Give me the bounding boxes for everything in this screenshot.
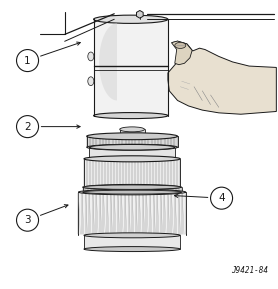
Ellipse shape [87, 133, 178, 140]
Bar [83, 187, 182, 192]
Ellipse shape [84, 247, 180, 251]
Ellipse shape [84, 233, 180, 238]
Ellipse shape [84, 156, 180, 162]
Ellipse shape [94, 15, 168, 23]
Ellipse shape [90, 144, 175, 150]
Text: 1: 1 [24, 55, 31, 66]
Ellipse shape [94, 113, 168, 118]
Polygon shape [99, 23, 117, 101]
Text: J9421-84: J9421-84 [231, 266, 268, 275]
Bar [84, 159, 180, 187]
Polygon shape [136, 10, 143, 18]
Polygon shape [172, 41, 192, 65]
Ellipse shape [120, 127, 145, 132]
Bar [90, 147, 175, 158]
Circle shape [16, 209, 39, 231]
Text: 3: 3 [24, 215, 31, 225]
Text: 4: 4 [218, 193, 225, 203]
Bar [94, 19, 168, 116]
Ellipse shape [175, 42, 186, 49]
Ellipse shape [88, 77, 94, 86]
Circle shape [16, 49, 39, 72]
Bar [78, 192, 186, 235]
Bar [120, 129, 145, 136]
Ellipse shape [83, 190, 182, 194]
Circle shape [210, 187, 233, 209]
Bar [87, 136, 178, 147]
Ellipse shape [84, 184, 180, 190]
Bar [84, 235, 180, 249]
Ellipse shape [83, 185, 182, 189]
Ellipse shape [78, 189, 186, 195]
Circle shape [16, 116, 39, 138]
Polygon shape [168, 41, 276, 114]
Ellipse shape [87, 144, 178, 150]
Text: 2: 2 [24, 122, 31, 131]
Ellipse shape [88, 52, 94, 61]
